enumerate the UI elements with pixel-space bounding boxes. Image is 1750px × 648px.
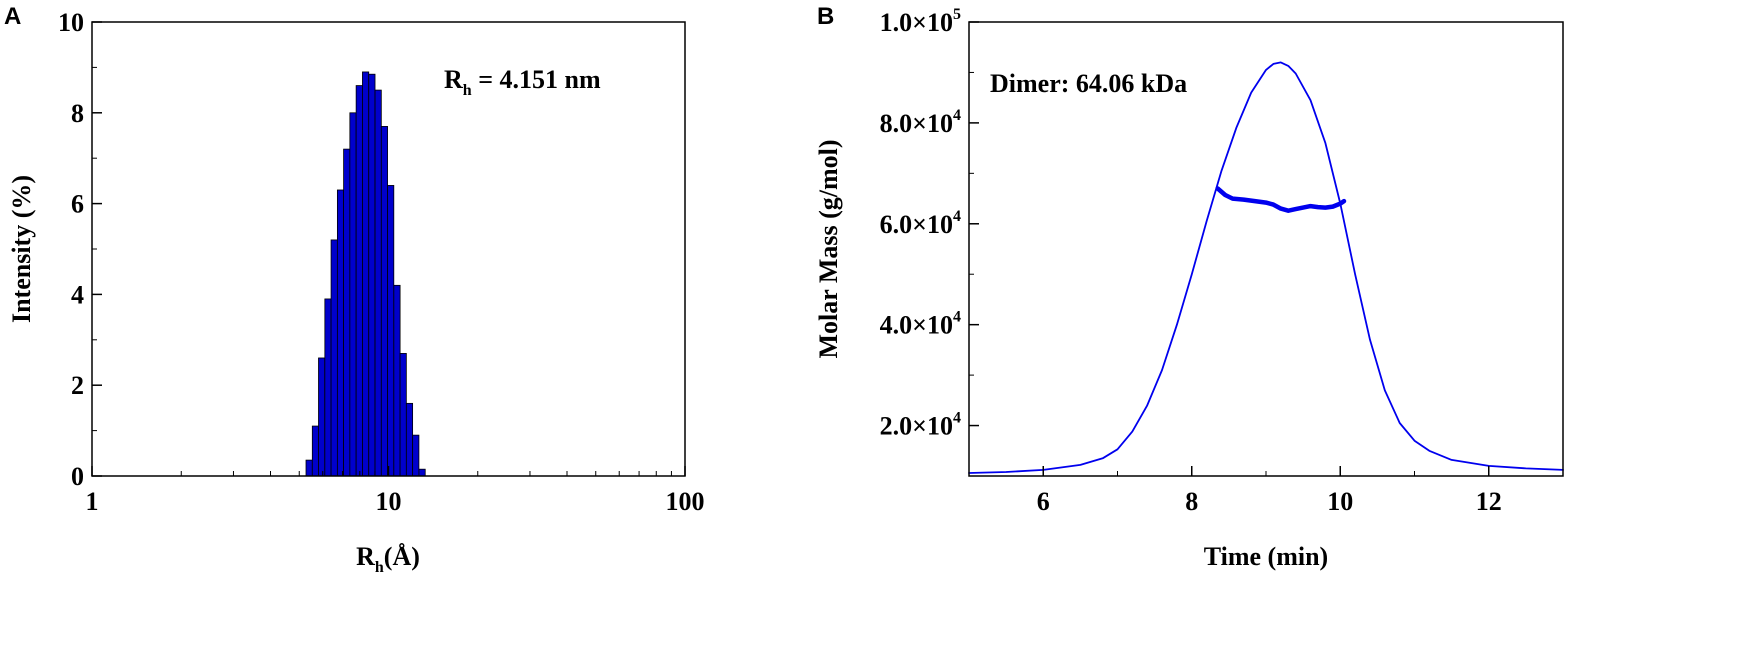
y-tick-label-b: 4.0×104 <box>880 309 961 340</box>
histogram-bar <box>399 353 407 477</box>
rh-annotation: Rh = 4.151 nm <box>444 65 601 99</box>
x-tick-label-a: 1 <box>86 487 99 516</box>
histogram-bar <box>343 148 351 477</box>
y-tick-label-a: 6 <box>71 190 84 219</box>
y-tick-label-b: 2.0×104 <box>880 410 961 441</box>
molar-mass-line <box>1215 186 1347 213</box>
x-tick-label-b: 6 <box>1037 487 1050 516</box>
histogram-bar <box>387 185 395 477</box>
histogram-bar <box>374 89 382 477</box>
histogram-bar <box>393 284 401 477</box>
y-tick-label-a: 2 <box>71 371 84 400</box>
panel-a: A 1 10 100 0 2 4 6 8 10 Intensity (%) Rh(Å) Rh =… <box>4 3 705 576</box>
histogram-bar <box>355 85 363 477</box>
histogram-bar <box>349 112 357 477</box>
histogram-bar <box>418 468 426 477</box>
signal-line <box>968 61 1564 474</box>
histogram-bar <box>405 402 414 477</box>
x-axis-label-a: Rh(Å) <box>356 542 420 576</box>
histogram-bar <box>380 126 388 477</box>
x-tick-label-a: 10 <box>376 487 402 516</box>
y-tick-label-a: 0 <box>71 462 84 491</box>
histogram-bar <box>330 239 338 477</box>
y-tick-label-a: 8 <box>71 99 84 128</box>
histogram-bar <box>336 189 345 477</box>
x-axis-label-b: Time (min) <box>1204 542 1328 571</box>
panel-label-b: B <box>817 3 834 30</box>
panel-b: B 6 8 10 12 2.0×104 4.0×104 6.0×104 8.0×104 1.0×… <box>814 3 1564 571</box>
x-tick-label-b: 8 <box>1185 487 1198 516</box>
axis-ticks-a: 1 10 100 0 2 4 6 8 10 <box>58 8 705 516</box>
x-tick-label-a: 100 <box>666 487 705 516</box>
histogram-bar <box>412 434 420 477</box>
y-tick-label-b: 6.0×104 <box>880 208 961 239</box>
dimer-annotation: Dimer: 64.06 kDa <box>990 69 1187 98</box>
histogram-bar <box>362 71 370 477</box>
x-tick-label-b: 10 <box>1327 487 1353 516</box>
y-tick-label-b: 8.0×104 <box>880 107 961 138</box>
y-tick-label-b: 1.0×105 <box>880 6 961 37</box>
panel-label-a: A <box>4 3 21 30</box>
y-tick-label-a: 4 <box>71 280 84 309</box>
histogram-bar <box>324 298 332 477</box>
y-axis-label-a: Intensity (%) <box>7 175 36 323</box>
series-lines <box>968 61 1564 474</box>
histogram-bar <box>305 459 313 477</box>
y-axis-label-b: Molar Mass (g/mol) <box>814 139 843 358</box>
histogram-bar <box>318 357 326 477</box>
histogram-bar <box>368 73 376 477</box>
x-tick-label-b: 12 <box>1476 487 1502 516</box>
axis-ticks-b: 6 8 10 12 2.0×104 4.0×104 6.0×104 8.0×104 1.0×10… <box>880 6 1564 516</box>
histogram-bars <box>305 71 426 477</box>
y-tick-label-a: 10 <box>58 8 84 37</box>
histogram-bar <box>311 425 319 477</box>
